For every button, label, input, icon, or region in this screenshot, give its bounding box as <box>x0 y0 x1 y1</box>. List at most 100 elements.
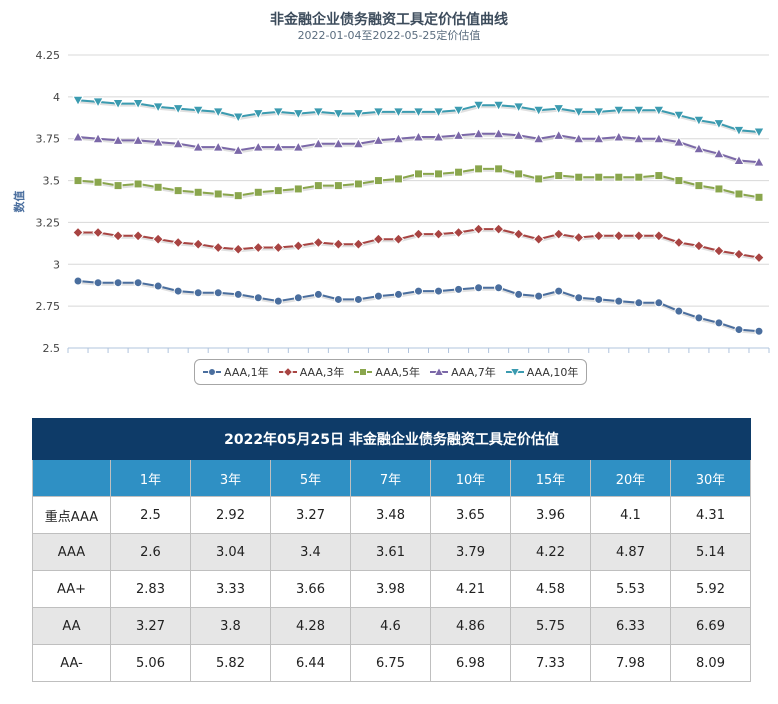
data-point <box>434 286 444 296</box>
data-point <box>733 154 745 165</box>
y-tick-label: 3 <box>53 258 60 271</box>
data-point <box>693 142 705 154</box>
data-point <box>474 283 484 293</box>
data-point <box>432 131 445 142</box>
data-point <box>172 236 184 249</box>
data-point <box>112 134 124 145</box>
data-point <box>313 289 323 299</box>
data-point <box>472 223 485 235</box>
table-cell: 5.92 <box>670 570 751 608</box>
data-point <box>212 141 225 152</box>
valuation-table: 2022年05月25日 非金融企业债务融资工具定价估值 1年 3年 5年 7年 10年 1… <box>32 418 751 682</box>
legend-symbol-icon <box>430 367 449 376</box>
data-point <box>292 141 305 152</box>
data-point <box>332 238 345 250</box>
table-header-cell: 5年 <box>270 459 351 497</box>
data-point <box>494 164 504 174</box>
legend-item[interactable]: AAA,1年 <box>203 364 269 380</box>
data-point <box>534 174 544 184</box>
table-cell: 5.06 <box>110 644 191 682</box>
data-point <box>594 172 604 182</box>
data-point <box>734 325 744 335</box>
data-point <box>153 182 163 192</box>
data-point <box>472 127 485 139</box>
data-point <box>92 97 104 108</box>
table-cell: 4.6 <box>350 607 431 645</box>
table-cell: 3.96 <box>510 496 591 534</box>
data-point <box>674 176 684 186</box>
data-point <box>753 127 765 139</box>
data-point <box>273 186 283 196</box>
table-cell: 6.33 <box>590 607 671 645</box>
table-cell: 5.53 <box>590 570 671 608</box>
table-title: 2022年05月25日 非金融企业债务融资工具定价估值 <box>32 418 751 460</box>
data-point <box>474 164 484 174</box>
data-point <box>373 176 383 186</box>
legend-symbol-icon <box>203 368 221 376</box>
data-point <box>512 228 525 240</box>
data-point <box>713 245 725 257</box>
data-point <box>694 181 704 191</box>
series-4 <box>72 95 765 139</box>
data-point <box>654 171 664 181</box>
data-point <box>512 102 525 113</box>
table-cell: 6.75 <box>350 644 431 682</box>
legend-item[interactable]: AAA,5年 <box>354 364 420 380</box>
data-point <box>152 102 164 113</box>
data-point <box>132 230 144 242</box>
data-point <box>694 313 704 323</box>
data-point <box>572 107 585 118</box>
legend-marker <box>282 367 293 377</box>
data-point <box>494 283 504 293</box>
series-3 <box>72 127 765 167</box>
data-point <box>173 186 183 196</box>
table-header-row: 1年 3年 5年 7年 10年 15年 20年 30年 <box>32 459 751 497</box>
table-header-cell: 20年 <box>590 459 671 497</box>
data-point <box>512 129 525 140</box>
data-point <box>452 129 465 140</box>
data-point <box>632 132 645 144</box>
legend-label: AAA,3年 <box>299 366 345 379</box>
data-point <box>192 105 205 117</box>
table-cell: 3.04 <box>190 533 271 571</box>
data-point <box>393 289 403 299</box>
table-cell: 3.79 <box>430 533 511 571</box>
legend-symbol-icon <box>505 368 524 377</box>
legend-item[interactable]: AAA,7年 <box>430 364 496 380</box>
table-cell: 3.8 <box>190 607 271 645</box>
data-point <box>532 132 545 144</box>
data-point <box>232 243 244 255</box>
data-point <box>93 278 103 288</box>
row-label: AAA <box>32 533 111 571</box>
legend-item[interactable]: AAA,10年 <box>505 364 578 380</box>
legend-label: AAA,7年 <box>451 366 496 379</box>
data-point <box>573 231 585 244</box>
legend-marker <box>433 367 445 376</box>
data-point <box>72 131 84 142</box>
data-point <box>392 132 405 144</box>
table-cell: 3.61 <box>350 533 431 571</box>
data-point <box>432 107 445 118</box>
table-cell: 5.82 <box>190 644 271 682</box>
data-point <box>92 132 104 144</box>
data-point <box>353 179 363 189</box>
table-cell: 3.48 <box>350 496 431 534</box>
data-point <box>132 99 144 110</box>
data-point <box>492 100 505 112</box>
line-chart: 2.5 2.75 3 3.25 3.5 3.75 4 4.25 数值 <box>12 49 770 355</box>
data-point <box>312 236 325 249</box>
data-point <box>72 226 84 239</box>
table-cell: 3.27 <box>110 607 191 645</box>
data-point <box>133 179 143 189</box>
data-point <box>754 192 764 202</box>
data-point <box>592 132 605 144</box>
y-tick-label: 3.75 <box>36 133 61 146</box>
data-point <box>92 226 104 239</box>
data-point <box>412 228 425 240</box>
data-point <box>312 107 325 118</box>
data-point <box>293 184 303 194</box>
legend-item[interactable]: AAA,3年 <box>278 364 345 380</box>
data-point <box>593 230 605 242</box>
data-point <box>673 110 685 122</box>
data-point <box>612 131 625 142</box>
